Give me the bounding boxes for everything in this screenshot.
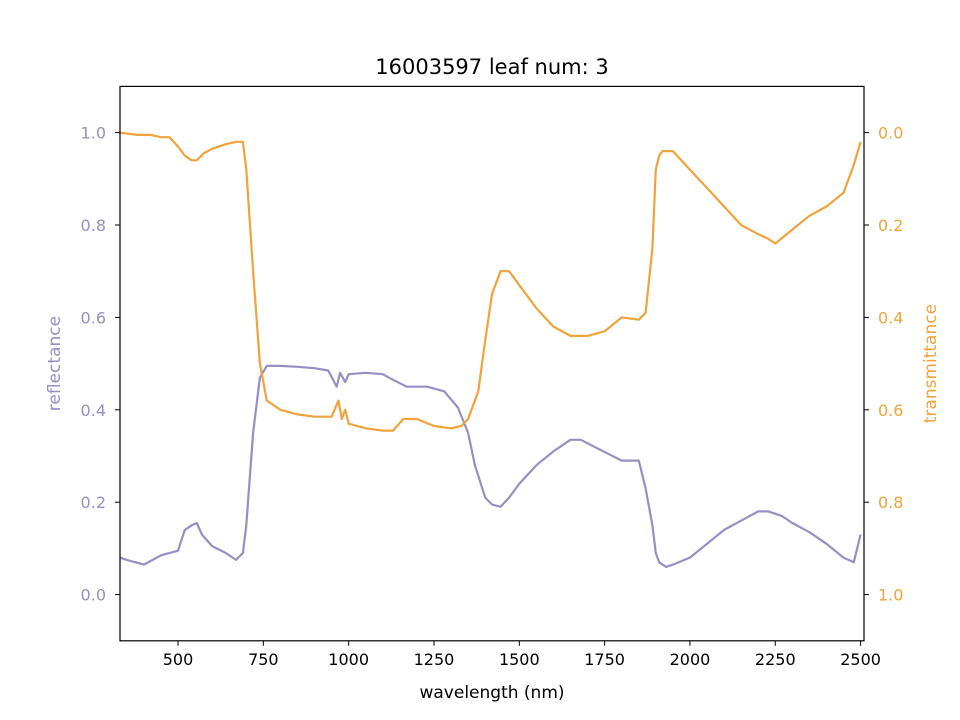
x-tick-label: 1250 xyxy=(414,650,455,669)
x-tick-label: 2500 xyxy=(840,650,881,669)
right-y-tick-label: 0.8 xyxy=(878,493,903,512)
right-y-tick-label: 0.4 xyxy=(878,308,903,327)
series-layer xyxy=(119,131,862,569)
left-y-tick-label: 0.8 xyxy=(81,216,106,235)
right-y-axis: 0.0 0.2 0.4 0.6 0.8 1.0 xyxy=(864,124,903,605)
x-tick-label: 2000 xyxy=(670,650,711,669)
x-axis: 500 750 1000 1250 1500 1750 2000 2250 2500 xyxy=(163,640,881,669)
right-y-tick-label: 1.0 xyxy=(878,586,903,605)
left-y-axis-label: reflectance xyxy=(45,316,65,411)
left-y-tick-label: 0.0 xyxy=(81,586,106,605)
chart-title: 16003597 leaf num: 3 xyxy=(375,55,608,79)
x-axis-label: wavelength (nm) xyxy=(419,683,564,703)
left-y-tick-label: 0.6 xyxy=(81,308,106,327)
left-y-tick-label: 0.2 xyxy=(81,493,106,512)
x-tick-label: 500 xyxy=(163,650,194,669)
x-tick-label: 1000 xyxy=(328,650,369,669)
x-tick-label: 1750 xyxy=(584,650,625,669)
left-y-tick-label: 1.0 xyxy=(81,124,106,143)
left-y-tick-label: 0.4 xyxy=(81,401,106,420)
right-y-tick-label: 0.6 xyxy=(878,401,903,420)
right-y-axis-label: transmittance xyxy=(921,304,941,423)
plot-frame xyxy=(119,85,865,642)
reflectance-line xyxy=(119,364,862,569)
left-y-axis: 0.0 0.2 0.4 0.6 0.8 1.0 xyxy=(81,124,120,605)
transmittance-line xyxy=(119,131,862,432)
right-y-tick-label: 0.2 xyxy=(878,216,903,235)
x-tick-label: 1500 xyxy=(499,650,540,669)
right-y-tick-label: 0.0 xyxy=(878,124,903,143)
x-tick-label: 750 xyxy=(248,650,279,669)
x-tick-label: 2250 xyxy=(755,650,796,669)
